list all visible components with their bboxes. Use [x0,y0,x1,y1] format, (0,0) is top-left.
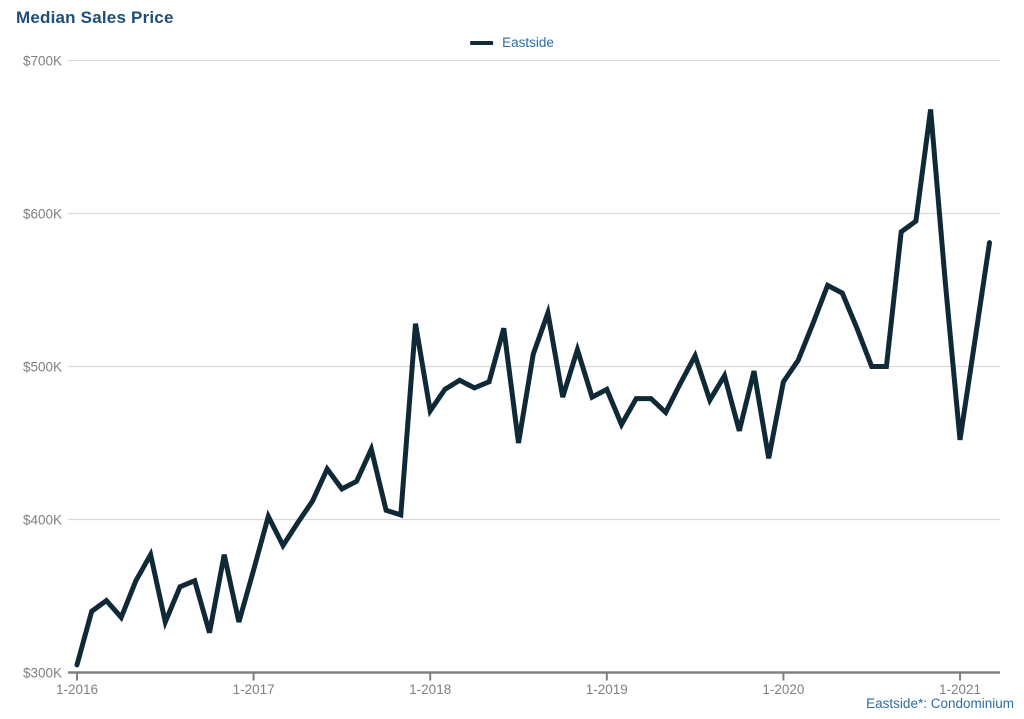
legend-swatch-eastside [470,40,494,45]
y-axis-label: $600K [23,207,62,222]
legend-label-eastside: Eastside [502,35,554,50]
y-axis-label: $400K [23,513,62,528]
x-axis-label: 1-2018 [409,682,451,697]
y-axis-label: $500K [23,360,62,375]
x-axis-label: 1-2016 [56,682,98,697]
x-axis-label: 1-2017 [233,682,275,697]
y-axis-label: $700K [23,54,62,69]
x-axis-label: 1-2021 [939,682,981,697]
chart-title: Median Sales Price [16,8,174,27]
x-axis-label: 1-2019 [586,682,628,697]
chart-footnote: Eastside*: Condominium [866,696,1014,711]
series-line-eastside [74,109,992,668]
y-axis-label: $300K [23,666,62,681]
legend: Eastside [470,35,554,50]
x-axis-label: 1-2020 [762,682,804,697]
